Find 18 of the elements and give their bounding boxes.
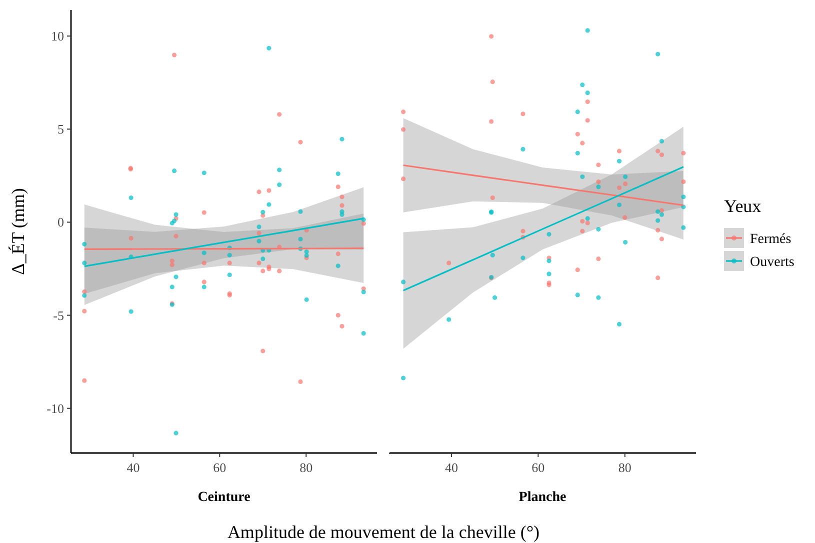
y-tick-label: 0	[58, 214, 64, 230]
x-axis-title: Amplitude de mouvement de la cheville (°)	[227, 522, 540, 542]
legend-label: Ouverts	[750, 255, 794, 270]
text: Planche	[518, 490, 566, 505]
x-tick-label: 60	[532, 460, 545, 475]
x-tick-label: 80	[300, 460, 313, 475]
text: Ceinture	[198, 490, 250, 505]
y-tick-label: 5	[58, 122, 64, 137]
y-axis-title: Δ_ÉT (mm)	[8, 188, 28, 275]
y-tick-label: -10	[46, 400, 64, 416]
x-tick-label: 40	[126, 460, 140, 475]
x-tick-label: 60	[213, 460, 226, 475]
legend-label: Fermés	[750, 232, 792, 247]
x-tick-label: 80	[618, 460, 632, 475]
x-tick-label: 40	[444, 460, 458, 475]
y-tick-label: 10	[51, 28, 64, 44]
y-tick-label: -5	[53, 308, 64, 323]
legend-title: Yeux	[724, 196, 762, 216]
